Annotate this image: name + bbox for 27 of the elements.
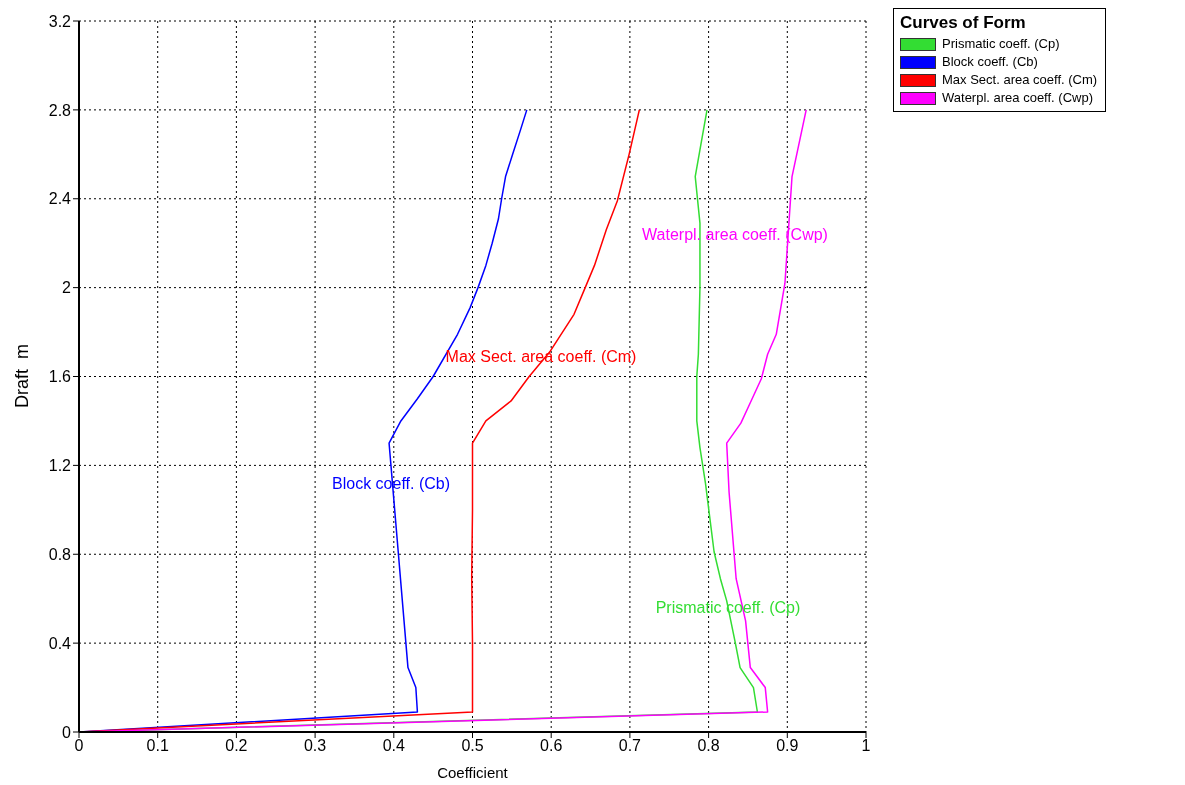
- x-tick-label: 0.1: [146, 737, 169, 755]
- y-tick-label: 3.2: [48, 12, 72, 30]
- legend-label: Waterpl. area coeff. (Cwp): [942, 89, 1093, 107]
- y-tick-label: 0: [62, 723, 72, 741]
- y-axis-title: Draft m: [11, 343, 33, 409]
- legend-label: Prismatic coeff. (Cp): [942, 35, 1060, 53]
- legend-label: Max Sect. area coeff. (Cm): [942, 71, 1098, 89]
- y-tick-label: 1.6: [48, 368, 72, 386]
- y-tick-label: 2.4: [48, 190, 72, 208]
- y-tick-label: 2.8: [48, 101, 72, 119]
- x-tick-label: 0.3: [303, 737, 327, 755]
- x-tick-label: 0.4: [382, 737, 406, 755]
- legend-label: Block coeff. (Cb): [942, 53, 1038, 71]
- y-tick-label: 1.2: [48, 457, 72, 475]
- y-tick-label: 2: [62, 279, 72, 297]
- x-tick-label: 0.9: [776, 737, 799, 755]
- y-tick-label: 0.8: [48, 545, 72, 563]
- x-tick-label: 0: [74, 737, 84, 755]
- legend-title: Curves of Form: [900, 13, 1027, 33]
- x-tick-label: 0.5: [461, 737, 484, 755]
- x-tick-label: 0.2: [225, 737, 248, 755]
- x-tick-label: 1: [861, 737, 871, 755]
- x-tick-label: 0.8: [697, 737, 720, 755]
- y-tick-label: 0.4: [48, 634, 72, 652]
- x-tick-label: 0.7: [618, 737, 642, 755]
- x-axis-title: Coefficient: [437, 764, 509, 781]
- x-tick-label: 0.6: [540, 737, 563, 755]
